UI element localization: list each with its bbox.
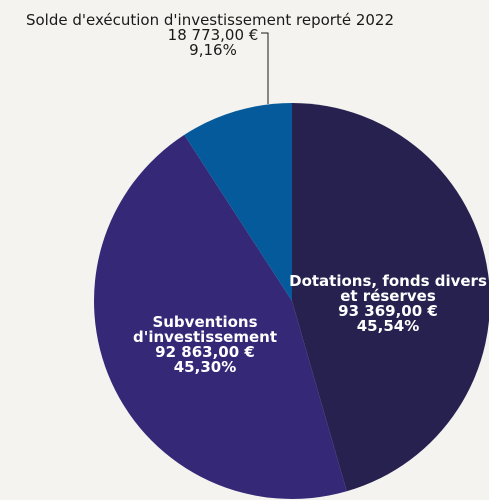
- label-subventions-percent: 45,30%: [174, 358, 236, 376]
- slice-dotations: [292, 103, 489, 492]
- label-subventions-amount: 92 863,00 €: [155, 343, 255, 361]
- label-solde-percent: 9,16%: [189, 41, 237, 59]
- label-solde-amount: 18 773,00 €: [168, 26, 259, 44]
- slice-subventions: [94, 134, 347, 499]
- label-solde-name: Solde d'exécution d'investissement repor…: [26, 11, 394, 29]
- label-subventions-line2: d'investissement: [133, 328, 277, 346]
- label-subventions-line1: Subventions: [152, 313, 257, 331]
- label-dotations-amount: 93 369,00 €: [338, 302, 438, 320]
- label-dotations-line1: Dotations, fonds divers: [289, 272, 487, 290]
- label-dotations-percent: 45,54%: [357, 317, 419, 335]
- label-dotations-line2: et réserves: [340, 287, 436, 305]
- leader-line: [261, 32, 269, 104]
- slice-solde: [184, 103, 292, 301]
- pie-slices: [94, 103, 489, 499]
